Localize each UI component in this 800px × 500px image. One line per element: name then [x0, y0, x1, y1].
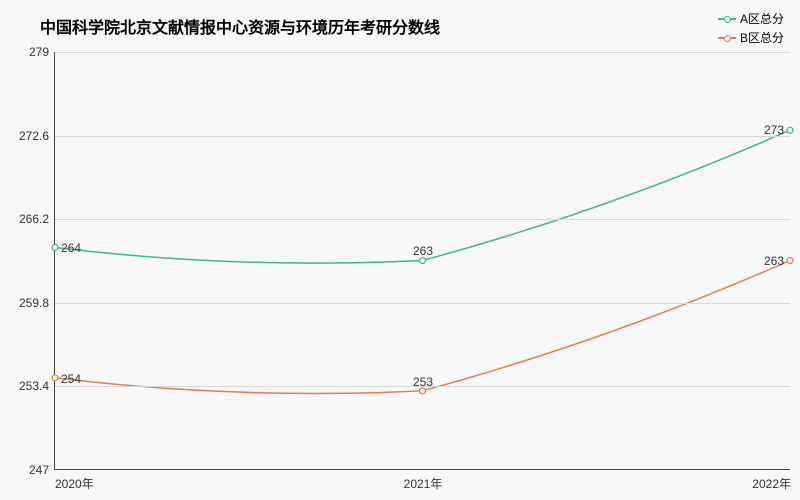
legend: A区总分 B区总分	[718, 10, 784, 48]
grid-line	[55, 52, 790, 53]
y-tick-label: 279	[29, 45, 55, 59]
data-label: 263	[409, 244, 437, 258]
data-label: 263	[760, 254, 788, 268]
series-b-line	[55, 261, 790, 394]
grid-line	[55, 303, 790, 304]
y-tick-label: 272.6	[19, 129, 55, 143]
data-label: 253	[409, 375, 437, 389]
y-tick-label: 247	[29, 463, 55, 477]
legend-item-a: A区总分	[718, 10, 784, 27]
data-label: 264	[57, 241, 85, 255]
chart-container: 中国科学院北京文献情报中心资源与环境历年考研分数线 A区总分 B区总分 2472…	[0, 0, 800, 500]
grid-line	[55, 136, 790, 137]
x-tick-label: 2022年	[752, 469, 791, 492]
y-tick-label: 259.8	[19, 296, 55, 310]
chart-title: 中国科学院北京文献情报中心资源与环境历年考研分数线	[40, 14, 440, 38]
legend-label-b: B区总分	[740, 29, 784, 46]
y-tick-label: 266.2	[19, 212, 55, 226]
legend-label-a: A区总分	[740, 10, 784, 27]
x-tick-label: 2021年	[404, 469, 443, 492]
legend-item-b: B区总分	[718, 29, 784, 46]
plot-area: 247253.4259.8266.2272.62792020年2021年2022…	[54, 52, 790, 470]
chart-lines-svg	[55, 52, 790, 469]
x-tick-label: 2020年	[55, 469, 94, 492]
data-label: 273	[760, 123, 788, 137]
legend-swatch-b	[718, 37, 736, 39]
data-marker	[420, 258, 426, 264]
grid-line	[55, 219, 790, 220]
data-label: 254	[57, 372, 85, 386]
legend-swatch-a	[718, 18, 736, 20]
y-tick-label: 253.4	[19, 379, 55, 393]
